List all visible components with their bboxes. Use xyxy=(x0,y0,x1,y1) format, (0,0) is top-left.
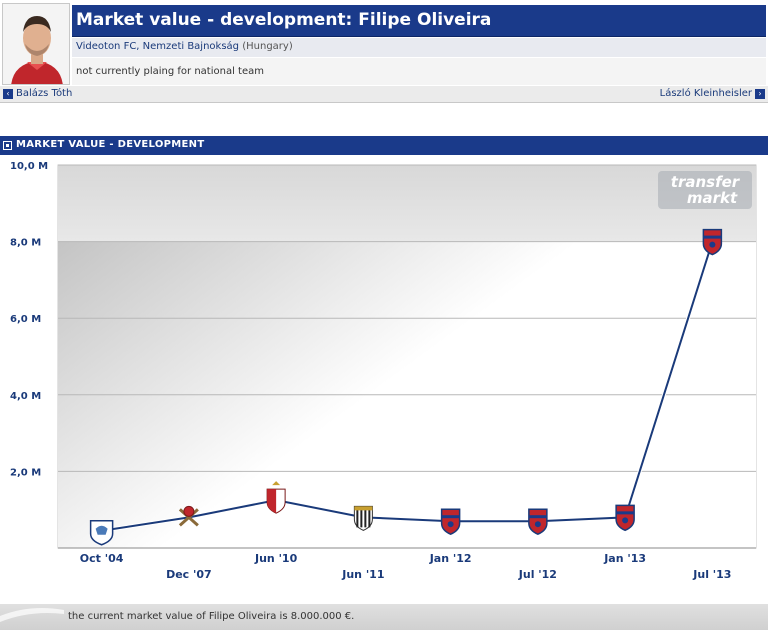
crest-dot xyxy=(622,517,629,524)
market-value-chart: 10,0 M 8,0 M 6,0 M 4,0 M 2,0 M transfer mark… xyxy=(0,156,768,594)
crest-stripe xyxy=(360,507,363,528)
x-tick-label: Dec '07 xyxy=(166,568,212,581)
crest-band xyxy=(616,511,635,515)
y-tick-label: 2,0 M xyxy=(10,467,41,478)
crest-band xyxy=(441,515,460,519)
series-line xyxy=(101,241,714,532)
data-point xyxy=(266,481,286,514)
data-point xyxy=(353,505,373,531)
data-point xyxy=(440,508,461,536)
page-title: Market value - development: Filipe Olive… xyxy=(76,10,492,30)
x-tick-label: Jul '12 xyxy=(518,568,557,581)
footer-bar: the current market value of Filipe Olive… xyxy=(0,604,768,630)
national-team-info: not currently plaing for national team xyxy=(72,58,766,85)
crest-stripe xyxy=(368,507,371,528)
crest-stripe xyxy=(356,507,359,528)
crest-dot xyxy=(447,521,454,528)
chevron-left-icon: ‹ xyxy=(3,88,13,99)
x-tick-label: Jan '13 xyxy=(603,552,646,565)
chevron-right-icon: › xyxy=(755,88,765,99)
crest-stripe xyxy=(364,507,367,528)
crest-detail xyxy=(95,525,108,535)
data-point xyxy=(615,504,635,532)
country-label: (Hungary) xyxy=(242,41,293,52)
data-point xyxy=(528,508,548,536)
club-crest-icon xyxy=(353,505,373,531)
crest-half xyxy=(267,489,277,514)
data-point xyxy=(89,520,114,546)
y-tick-label: 8,0 M xyxy=(10,238,41,249)
club-link[interactable]: Videoton FC, Nemzeti Bajnokság xyxy=(76,41,240,52)
y-tick-label: 10,0 M xyxy=(10,161,48,172)
section-header: MARKET VALUE - DEVELOPMENT xyxy=(0,136,768,155)
watermark-line2: markt xyxy=(687,189,738,207)
plot-band-top xyxy=(58,165,756,242)
x-tick-label: Jan '12 xyxy=(429,552,472,565)
next-player-label: László Kleinheisler xyxy=(659,88,752,99)
prev-player-link[interactable]: ‹ Balázs Tóth xyxy=(3,88,72,99)
data-point xyxy=(702,228,723,256)
data-point xyxy=(178,505,199,527)
chart-svg: 10,0 M 8,0 M 6,0 M 4,0 M 2,0 M transfer mark… xyxy=(10,161,757,581)
watermark-line1: transfer xyxy=(671,173,741,191)
x-tick-label: Jun '10 xyxy=(254,552,298,565)
section-title: MARKET VALUE - DEVELOPMENT xyxy=(16,139,205,150)
crest-top xyxy=(354,506,373,511)
crossed-rackets-icon xyxy=(178,508,199,527)
player-photo xyxy=(2,3,70,85)
x-tick-label: Jun '11 xyxy=(341,568,384,581)
transfermarkt-watermark: transfer markt xyxy=(658,171,752,209)
crest-crown xyxy=(272,481,281,486)
x-tick-label: Oct '04 xyxy=(80,552,124,565)
y-tick-label: 6,0 M xyxy=(10,314,41,325)
prev-player-label: Balázs Tóth xyxy=(16,88,73,99)
player-header: Market value - development: Filipe Olive… xyxy=(0,0,768,104)
x-tick-label: Jul '13 xyxy=(692,568,731,581)
player-navigation: ‹ Balázs Tóth László Kleinheisler › xyxy=(0,86,768,103)
crest-ball xyxy=(183,505,195,517)
current-value-text: the current market value of Filipe Olive… xyxy=(68,611,355,622)
national-team-text: not currently plaing for national team xyxy=(76,66,264,77)
swoosh-decoration xyxy=(0,608,64,622)
crest-dot xyxy=(709,241,716,248)
club-info: Videoton FC, Nemzeti Bajnokság (Hungary) xyxy=(72,38,766,57)
y-tick-label: 4,0 M xyxy=(10,391,41,402)
section-square-icon xyxy=(3,141,12,150)
next-player-link[interactable]: László Kleinheisler › xyxy=(660,88,765,99)
crest-dot xyxy=(534,521,541,528)
crest-band xyxy=(528,515,547,519)
title-bar: Market value - development: Filipe Olive… xyxy=(72,5,766,37)
crest-band xyxy=(703,235,722,239)
